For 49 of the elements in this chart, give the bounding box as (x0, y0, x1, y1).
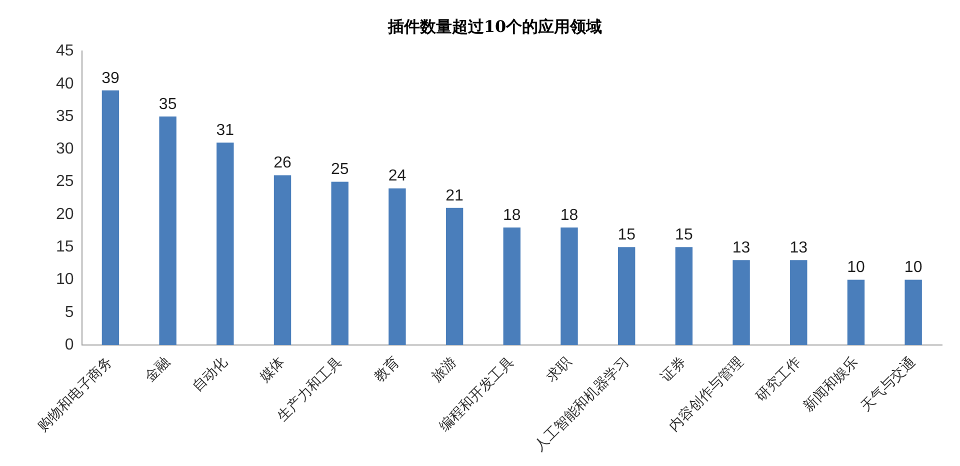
x-tick-label: 旅游 (428, 354, 460, 386)
y-tick-label: 35 (56, 108, 74, 125)
bar (331, 182, 348, 346)
x-tick-label: 证券 (658, 354, 690, 386)
bar (675, 247, 693, 346)
y-tick-label: 10 (56, 271, 74, 288)
data-label: 13 (790, 240, 808, 257)
data-label: 21 (446, 187, 464, 204)
bar (274, 175, 292, 346)
data-label: 18 (560, 206, 578, 224)
data-label: 10 (847, 259, 865, 276)
bar (732, 260, 750, 346)
data-label: 35 (158, 96, 177, 113)
bar (847, 280, 865, 346)
chart-title: 插件数量超过10个的应用领域 (386, 16, 602, 36)
x-tick-label: 自动化 (190, 354, 231, 396)
data-label: 18 (503, 206, 521, 224)
y-tick-label: 0 (64, 336, 74, 354)
bar (388, 188, 406, 346)
y-tick-label: 5 (64, 304, 74, 321)
bar (904, 280, 922, 346)
data-label: 31 (216, 122, 234, 140)
data-label: 13 (732, 240, 750, 257)
bar (503, 227, 520, 346)
y-tick-label: 20 (56, 206, 74, 223)
x-tick-label: 购物和电子商务 (35, 354, 116, 435)
bar (560, 227, 578, 346)
x-tick-label: 教育 (370, 353, 403, 386)
y-tick-label: 30 (56, 140, 74, 158)
bar (790, 260, 808, 346)
bar (159, 116, 176, 346)
data-label: 26 (274, 154, 292, 172)
data-label: 15 (675, 226, 693, 244)
data-label: 10 (904, 259, 922, 276)
y-tick-label: 45 (56, 42, 74, 60)
x-tick-label: 媒体 (256, 354, 288, 386)
y-tick-label: 15 (56, 238, 74, 256)
x-tick-label: 金融 (142, 354, 174, 386)
bar (446, 208, 464, 346)
bar (618, 247, 636, 346)
x-tick-label: 求职 (544, 354, 575, 386)
y-tick-label: 25 (56, 173, 74, 190)
bar (216, 142, 234, 346)
data-label: 15 (618, 226, 636, 244)
bar (102, 90, 120, 346)
data-label: 39 (102, 70, 120, 87)
data-label: 24 (388, 168, 406, 185)
data-label: 25 (330, 161, 349, 178)
y-tick-label: 40 (56, 75, 74, 92)
